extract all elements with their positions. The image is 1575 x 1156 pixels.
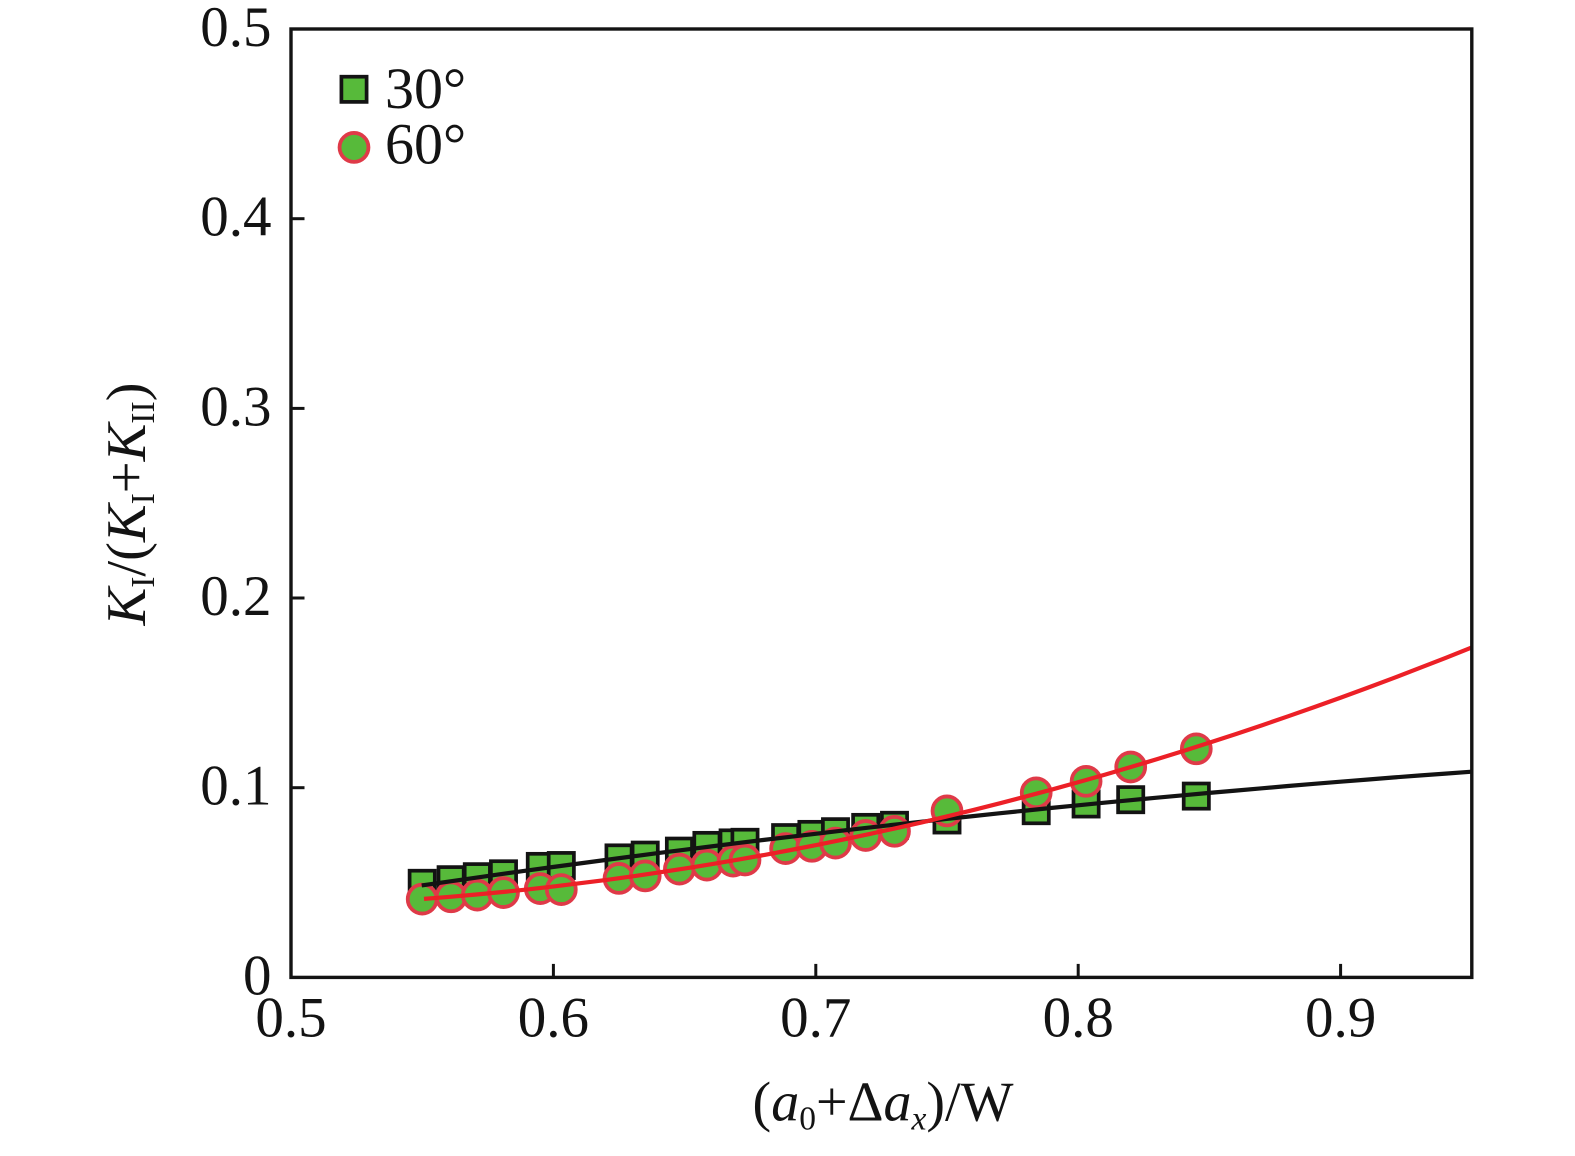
- svg-text:0: 0: [243, 944, 272, 1007]
- svg-text:0.9: 0.9: [1305, 987, 1376, 1050]
- svg-text:0.8: 0.8: [1043, 987, 1114, 1050]
- svg-text:0.1: 0.1: [200, 755, 271, 818]
- svg-text:30°: 30°: [385, 56, 466, 121]
- svg-text:0.6: 0.6: [518, 987, 589, 1050]
- svg-text:0.4: 0.4: [200, 186, 271, 249]
- svg-text:(a0+Δax)/W: (a0+Δax)/W: [753, 1072, 1014, 1138]
- svg-text:0.3: 0.3: [200, 375, 271, 438]
- svg-text:0.5: 0.5: [255, 987, 326, 1050]
- svg-text:0.7: 0.7: [780, 987, 851, 1050]
- svg-text:KI/(KI+KII): KI/(KI+KII): [96, 383, 162, 627]
- svg-text:0.2: 0.2: [200, 565, 271, 628]
- svg-text:60°: 60°: [385, 112, 466, 177]
- svg-text:0.5: 0.5: [200, 0, 271, 59]
